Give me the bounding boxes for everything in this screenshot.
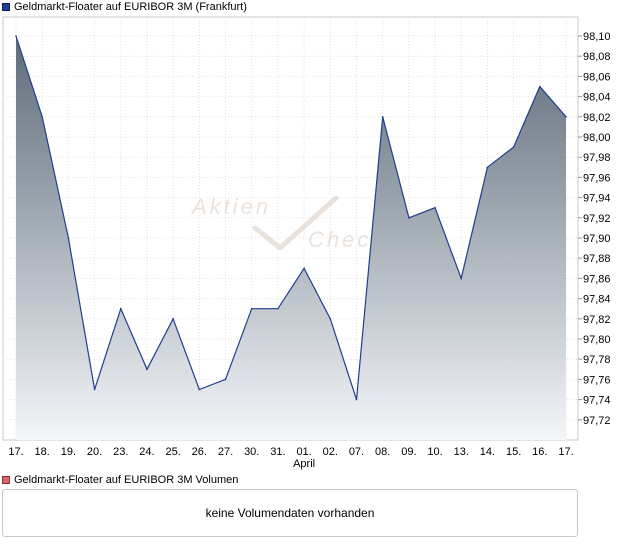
watermark-line1: Aktien <box>190 194 271 219</box>
volume-legend: Geldmarkt-Floater auf EURIBOR 3M Volumen <box>2 473 238 487</box>
price-chart: Aktien Check 98,1098,0898,0698,0498,0298… <box>2 16 611 470</box>
x-tick-label: 09. <box>401 446 416 458</box>
volume-empty-message: keine Volumendaten vorhanden <box>205 506 375 520</box>
y-tick-label: 97,86 <box>583 273 611 285</box>
x-tick-label: 23. <box>113 446 128 458</box>
x-tick-label: 07. <box>349 446 364 458</box>
price-area <box>16 36 566 440</box>
price-point <box>172 318 174 320</box>
price-point <box>381 116 384 118</box>
x-tick-label: 18. <box>35 446 50 458</box>
y-tick-label: 97,94 <box>583 193 611 205</box>
y-tick-label: 97,78 <box>583 354 611 366</box>
x-tick-label: 15. <box>506 446 521 458</box>
x-tick-label: 17. <box>8 446 23 458</box>
price-point <box>329 318 332 320</box>
price-point <box>434 206 436 209</box>
x-tick-label: 27. <box>218 446 233 458</box>
price-point <box>539 85 541 88</box>
x-tick-label: 19. <box>61 446 76 458</box>
x-tick-label: 02. <box>323 446 338 458</box>
x-tick-label: 08. <box>375 446 390 458</box>
y-tick-label: 98,06 <box>583 71 611 83</box>
price-point <box>15 35 17 37</box>
x-tick-label: 10. <box>427 446 442 458</box>
y-tick-label: 97,74 <box>583 395 611 407</box>
price-legend: Geldmarkt-Floater auf EURIBOR 3M (Frankf… <box>2 0 247 14</box>
price-point <box>198 388 201 391</box>
volume-legend-label: Geldmarkt-Floater auf EURIBOR 3M Volumen <box>14 474 239 486</box>
price-line <box>15 35 567 400</box>
volume-panel: keine Volumendaten vorhanden <box>2 489 578 537</box>
price-point <box>486 166 489 169</box>
x-month-label: April <box>293 458 315 470</box>
price-point <box>93 388 96 391</box>
x-axis: 17. 18. 19. 20. 23. 24. 25. 26. 27. 30. 31. 01. 02. 0… <box>8 446 573 470</box>
y-tick-label: 98,04 <box>583 92 611 104</box>
x-tick-label: 14. <box>480 446 495 458</box>
y-tick-label: 97,76 <box>583 374 611 386</box>
x-tick-label: 26. <box>192 446 207 458</box>
y-tick-label: 97,96 <box>583 172 611 184</box>
y-tick-label: 97,84 <box>583 294 611 306</box>
y-tick-label: 98,10 <box>583 31 611 43</box>
price-points <box>15 35 567 401</box>
y-tick-label: 98,08 <box>583 51 611 63</box>
price-point <box>303 267 305 270</box>
x-tick-label: 17. <box>558 446 573 458</box>
price-point <box>408 217 410 219</box>
x-tick-label: 25. <box>165 446 180 458</box>
x-tick-label: 13. <box>454 446 469 458</box>
price-point <box>355 398 358 401</box>
price-legend-swatch <box>2 3 10 11</box>
x-tick-label: 01. <box>296 446 311 458</box>
price-point <box>146 368 148 371</box>
y-tick-label: 97,80 <box>583 334 611 346</box>
y-tick-label: 97,92 <box>583 213 611 225</box>
x-tick-label: 31. <box>270 446 285 458</box>
x-tick-label: 24. <box>139 446 154 458</box>
y-axis: 98,10 98,08 98,06 98,04 98,02 98,00 97,98 97,96… <box>578 31 611 427</box>
price-point <box>41 116 43 118</box>
y-tick-label: 97,72 <box>583 415 611 427</box>
price-legend-label: Geldmarkt-Floater auf EURIBOR 3M (Frankf… <box>14 1 247 13</box>
price-point <box>67 237 70 239</box>
price-point <box>512 146 515 148</box>
y-tick-label: 97,82 <box>583 314 611 326</box>
price-point <box>277 307 279 310</box>
y-tick-label: 97,98 <box>583 152 611 164</box>
y-tick-label: 97,90 <box>583 233 611 245</box>
y-tick-label: 98,02 <box>583 112 611 124</box>
price-point <box>224 378 227 381</box>
x-tick-label: 20. <box>87 446 102 458</box>
price-point <box>250 307 253 310</box>
price-point <box>565 116 567 118</box>
y-tick-label: 97,88 <box>583 253 611 265</box>
x-tick-label: 30. <box>244 446 259 458</box>
x-tick-label: 16. <box>532 446 547 458</box>
y-tick-label: 98,00 <box>583 132 611 144</box>
price-point <box>460 277 463 280</box>
watermark-check-icon <box>252 195 339 251</box>
price-point <box>119 307 122 310</box>
volume-legend-swatch <box>2 476 10 484</box>
